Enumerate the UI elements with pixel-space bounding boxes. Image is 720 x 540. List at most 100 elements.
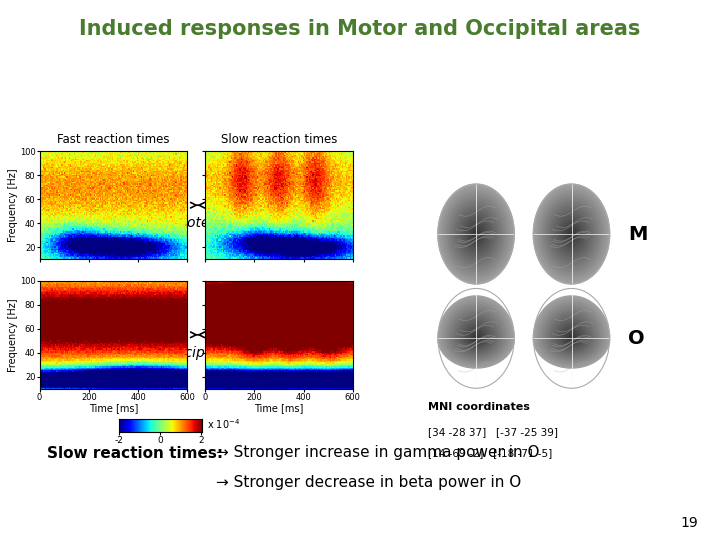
Text: Slow reaction times:: Slow reaction times:	[47, 446, 223, 461]
Polygon shape	[546, 201, 596, 266]
Polygon shape	[472, 334, 480, 341]
Polygon shape	[567, 229, 575, 239]
Polygon shape	[541, 194, 602, 274]
Polygon shape	[552, 317, 590, 353]
Polygon shape	[459, 319, 493, 352]
Polygon shape	[541, 305, 602, 362]
Polygon shape	[570, 336, 573, 340]
Polygon shape	[564, 330, 579, 345]
Polygon shape	[464, 326, 487, 347]
Polygon shape	[451, 201, 501, 266]
Polygon shape	[461, 214, 491, 254]
Polygon shape	[470, 227, 482, 241]
Polygon shape	[554, 212, 589, 256]
Polygon shape	[457, 209, 495, 259]
Polygon shape	[535, 187, 608, 281]
Text: → Stronger decrease in beta power in O: → Stronger decrease in beta power in O	[216, 475, 521, 490]
Polygon shape	[472, 229, 480, 239]
Polygon shape	[448, 307, 505, 361]
Polygon shape	[545, 199, 598, 269]
Polygon shape	[453, 313, 499, 356]
Polygon shape	[440, 187, 513, 281]
Polygon shape	[467, 328, 485, 346]
Polygon shape	[463, 217, 490, 252]
Text: O: O	[628, 329, 644, 348]
Polygon shape	[557, 321, 587, 350]
Polygon shape	[470, 332, 482, 343]
Y-axis label: Frequency [Hz]: Frequency [Hz]	[9, 168, 18, 242]
Polygon shape	[537, 300, 606, 365]
Polygon shape	[562, 221, 581, 246]
Polygon shape	[535, 298, 608, 367]
Polygon shape	[463, 323, 490, 349]
Text: Right: Right	[589, 282, 611, 291]
Polygon shape	[455, 315, 497, 355]
Polygon shape	[451, 311, 501, 357]
Text: Fast reaction times: Fast reaction times	[57, 133, 170, 146]
Polygon shape	[440, 298, 513, 367]
Polygon shape	[461, 321, 491, 350]
Polygon shape	[453, 204, 499, 264]
Polygon shape	[442, 300, 510, 365]
Polygon shape	[448, 197, 505, 272]
Polygon shape	[549, 204, 595, 264]
Polygon shape	[567, 334, 575, 341]
Polygon shape	[554, 319, 589, 352]
Text: M: M	[628, 225, 647, 244]
X-axis label: Time [ms]: Time [ms]	[89, 403, 138, 413]
Polygon shape	[469, 330, 484, 345]
Polygon shape	[534, 184, 610, 284]
Text: Induced responses in Motor and Occipital areas: Induced responses in Motor and Occipital…	[79, 19, 641, 39]
X-axis label: Time [ms]: Time [ms]	[254, 403, 304, 413]
Polygon shape	[438, 184, 514, 284]
Text: 19: 19	[680, 516, 698, 530]
Polygon shape	[549, 313, 595, 356]
Text: MNI coordinates: MNI coordinates	[428, 402, 530, 413]
Y-axis label: Frequency [Hz]: Frequency [Hz]	[9, 298, 18, 372]
Text: Occipital: Occipital	[166, 346, 227, 360]
Polygon shape	[539, 302, 604, 363]
Polygon shape	[449, 309, 503, 359]
Polygon shape	[552, 209, 590, 259]
Polygon shape	[438, 296, 514, 368]
Polygon shape	[546, 311, 596, 357]
Polygon shape	[558, 323, 585, 349]
Text: → Stronger increase in gamma power in O: → Stronger increase in gamma power in O	[216, 446, 539, 461]
Polygon shape	[557, 214, 587, 254]
Polygon shape	[570, 232, 573, 237]
Text: [14 -69 -2]   [-18 -71 -5]: [14 -69 -2] [-18 -71 -5]	[428, 448, 553, 458]
Polygon shape	[474, 336, 478, 340]
Text: [34 -28 37]   [-37 -25 39]: [34 -28 37] [-37 -25 39]	[428, 427, 559, 437]
Polygon shape	[444, 192, 508, 276]
Polygon shape	[467, 221, 485, 246]
Polygon shape	[551, 207, 593, 261]
Polygon shape	[551, 315, 593, 355]
Polygon shape	[537, 189, 606, 279]
Polygon shape	[566, 227, 577, 241]
Polygon shape	[534, 296, 610, 368]
Text: Left: Left	[436, 282, 452, 291]
Polygon shape	[446, 305, 507, 362]
Polygon shape	[457, 317, 495, 353]
Polygon shape	[562, 328, 581, 346]
Polygon shape	[455, 207, 497, 261]
Polygon shape	[560, 326, 583, 347]
Polygon shape	[444, 302, 508, 363]
Polygon shape	[558, 217, 585, 252]
Polygon shape	[543, 307, 600, 361]
Polygon shape	[566, 332, 577, 343]
Text: Motor: Motor	[176, 216, 216, 230]
Polygon shape	[442, 189, 510, 279]
Polygon shape	[449, 199, 503, 269]
Polygon shape	[464, 219, 487, 249]
Text: Slow reaction times: Slow reaction times	[221, 133, 337, 146]
Polygon shape	[474, 232, 478, 237]
Polygon shape	[564, 224, 579, 244]
Polygon shape	[539, 192, 604, 276]
Polygon shape	[469, 224, 484, 244]
Polygon shape	[446, 194, 507, 274]
Text: x 10$^{-4}$: x 10$^{-4}$	[207, 417, 240, 431]
Polygon shape	[459, 212, 493, 256]
Polygon shape	[545, 309, 598, 359]
Polygon shape	[560, 219, 583, 249]
